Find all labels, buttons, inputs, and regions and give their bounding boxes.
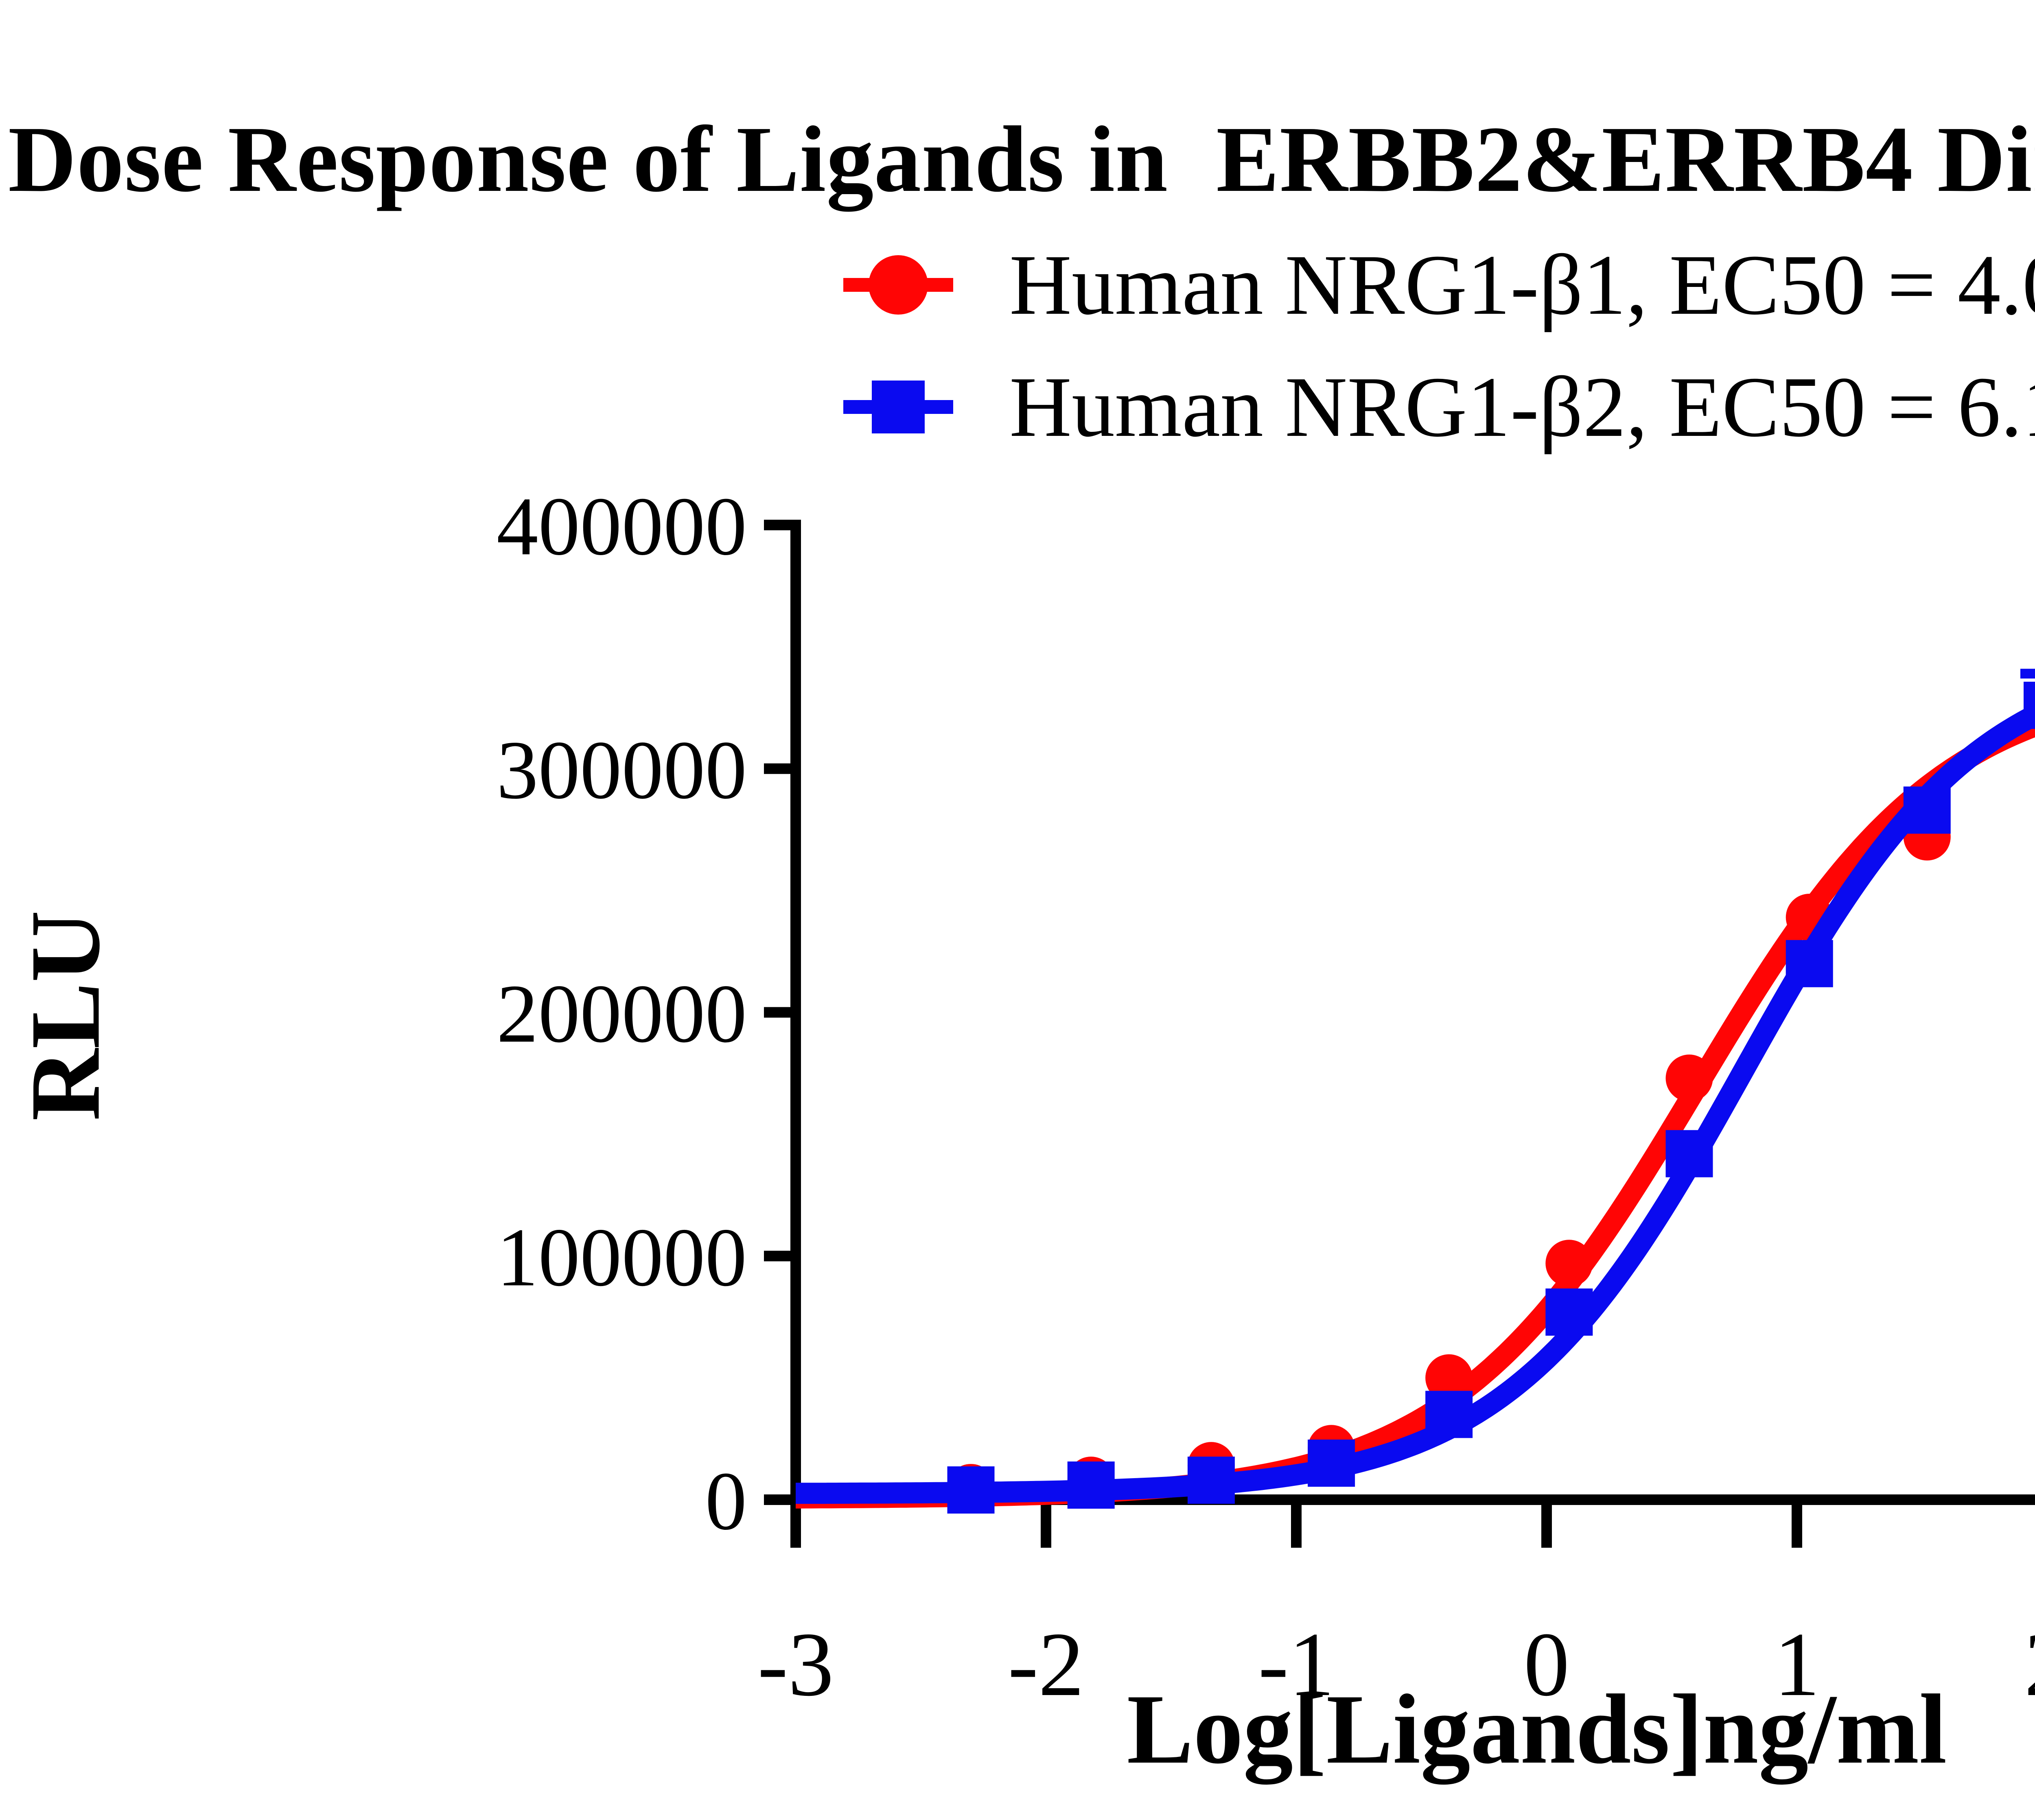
data-point-square: [1903, 786, 1951, 834]
y-axis-title: RLU: [10, 910, 120, 1121]
x-tick: [1291, 1505, 1302, 1548]
y-axis-line: [790, 520, 801, 1505]
data-point-square: [1308, 1439, 1355, 1487]
data-point-square: [1665, 1130, 1713, 1177]
y-tick: [764, 520, 790, 530]
x-tick: [790, 1505, 801, 1548]
blue-fit-curve: [796, 703, 2035, 1504]
x-tick-label: -3: [757, 1613, 834, 1715]
error-bar-cap: [2020, 669, 2035, 679]
data-point-square: [1425, 1391, 1473, 1438]
y-tick-label: 100000: [497, 1211, 747, 1304]
data-point-circle: [1545, 1240, 1593, 1287]
y-tick-label: 300000: [497, 724, 747, 816]
x-axis-title: Log[Ligands]ng/ml: [1127, 1674, 1947, 1784]
x-tick-label: 2: [2024, 1613, 2035, 1715]
chart-title: Dose Response of Ligands in ERBB2&ERRB4 …: [8, 107, 2035, 212]
data-point-square: [1187, 1457, 1235, 1504]
data-point-square: [2024, 682, 2035, 729]
data-point-circle: [1425, 1354, 1473, 1402]
data-point-square: [1545, 1288, 1593, 1336]
x-tick: [1541, 1505, 1552, 1548]
x-tick-label: 0: [1524, 1613, 1570, 1715]
legend-label: Human NRG1-β1, EC50 = 4.08 ng/ml: [1009, 237, 2035, 332]
data-point-square: [1067, 1461, 1115, 1509]
y-tick: [764, 1494, 790, 1505]
data-point-circle: [1665, 1054, 1713, 1102]
x-tick: [1041, 1505, 1051, 1548]
x-tick-label: -1: [1258, 1613, 1334, 1715]
data-point-square: [947, 1466, 995, 1514]
y-tick: [764, 763, 790, 774]
x-tick-label: 1: [1774, 1613, 1820, 1715]
x-tick-label: -2: [1008, 1613, 1084, 1715]
y-tick-label: 400000: [497, 480, 747, 573]
y-tick: [764, 1007, 790, 1018]
data-point-square: [1786, 940, 1833, 987]
blue-square-marker-icon: [843, 381, 953, 433]
x-tick: [1792, 1505, 1802, 1548]
y-tick-label: 200000: [497, 968, 747, 1060]
y-tick-label: 0: [705, 1455, 747, 1547]
y-tick: [764, 1251, 790, 1262]
red-circle-marker-icon: [843, 255, 953, 315]
red-fit-curve: [796, 715, 2035, 1509]
legend-label: Human NRG1-β2, EC50 = 6.14 ng/ml: [1009, 359, 2035, 455]
